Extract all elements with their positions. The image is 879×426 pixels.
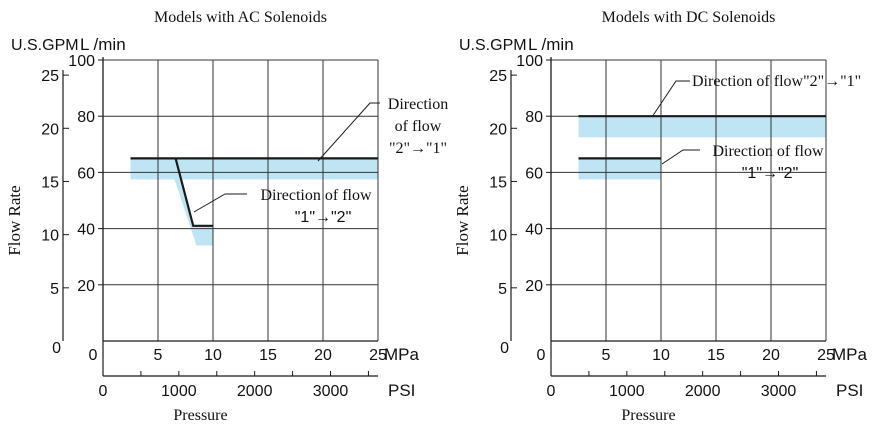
ac-mpa-tick-label: 0 bbox=[89, 347, 98, 364]
dc-psi-tick-label: 3000 bbox=[761, 383, 797, 400]
ac-unit-psi: PSI bbox=[388, 381, 415, 400]
ac-gpm-tick-label: 20 bbox=[41, 121, 59, 138]
ac-mpa-tick-label: 20 bbox=[314, 347, 332, 364]
dc-chart-title: Models with DC Solenoids bbox=[602, 9, 776, 26]
ac-unit-mpa: MPa bbox=[384, 345, 420, 364]
ac-gpm-tick-label: 15 bbox=[41, 174, 59, 191]
dc-gpm-tick-label: 0 bbox=[500, 340, 509, 357]
ac-lpm-tick-label: 80 bbox=[77, 109, 95, 126]
ac-mpa-tick-label: 25 bbox=[369, 347, 387, 364]
dc-unit-gpm: U.S.GPM bbox=[459, 37, 527, 54]
ac-series-1-leader bbox=[193, 193, 247, 213]
ac-series-0-label: Direction bbox=[388, 96, 448, 113]
dc-unit-lpm: L /min bbox=[528, 35, 574, 54]
dc-mpa-tick-label: 25 bbox=[817, 347, 835, 364]
dc-series-1-leader bbox=[661, 149, 700, 165]
dc-lpm-tick-label: 40 bbox=[525, 222, 543, 239]
dc-gpm-tick-label: 10 bbox=[489, 228, 507, 245]
dc-series-0-leader bbox=[651, 80, 690, 118]
dc-mpa-tick-label: 20 bbox=[762, 347, 780, 364]
dc-series-0-label: Direction of flow"2"→"1" bbox=[692, 73, 861, 90]
dc-psi-tick-label: 2000 bbox=[685, 383, 721, 400]
dc-mpa-tick-label: 5 bbox=[602, 347, 611, 364]
ac-series-0-band bbox=[130, 158, 378, 180]
ac-lpm-tick-label: 60 bbox=[77, 165, 95, 182]
ac-psi-tick-label: 1000 bbox=[161, 383, 197, 400]
ac-gpm-tick-label: 25 bbox=[41, 68, 59, 85]
ac-y-axis-title: Flow Rate bbox=[5, 185, 24, 255]
ac-series-0-label: "2"→"1" bbox=[389, 140, 447, 157]
dc-gpm-tick-label: 25 bbox=[489, 68, 507, 85]
dc-series-1-band bbox=[578, 158, 661, 180]
ac-lpm-tick-label: 100 bbox=[68, 53, 95, 70]
ac-series-1-band bbox=[130, 158, 213, 246]
ac-series-1-label: "1"→"2" bbox=[295, 209, 352, 226]
dc-gpm-tick-label: 5 bbox=[498, 281, 507, 298]
ac-psi-tick-label: 2000 bbox=[237, 383, 273, 400]
ac-lpm-tick-label: 20 bbox=[77, 278, 95, 295]
dc-gpm-tick-label: 20 bbox=[489, 121, 507, 138]
ac-series-0-leader bbox=[317, 102, 380, 162]
ac-chart-title: Models with AC Solenoids bbox=[154, 9, 327, 26]
ac-series-0-label: of flow bbox=[395, 118, 442, 135]
ac-unit-gpm: U.S.GPM bbox=[11, 37, 79, 54]
ac-series-1-label: Direction of flow bbox=[260, 187, 372, 204]
dc-mpa-tick-label: 0 bbox=[537, 347, 546, 364]
ac-series-1-line bbox=[174, 158, 213, 227]
ac-mpa-tick-label: 5 bbox=[154, 347, 163, 364]
dc-lpm-tick-label: 20 bbox=[525, 278, 543, 295]
ac-gpm-tick-label: 0 bbox=[52, 340, 61, 357]
ac-mpa-tick-label: 10 bbox=[204, 347, 222, 364]
dc-gpm-tick-label: 15 bbox=[489, 174, 507, 191]
dc-y-axis-title: Flow Rate bbox=[453, 185, 472, 255]
ac-lpm-tick-label: 40 bbox=[77, 222, 95, 239]
dc-unit-psi: PSI bbox=[836, 381, 863, 400]
dc-lpm-tick-label: 80 bbox=[525, 109, 543, 126]
dc-lpm-tick-label: 60 bbox=[525, 165, 543, 182]
ac-mpa-tick-label: 15 bbox=[259, 347, 277, 364]
dc-lpm-tick-label: 100 bbox=[516, 53, 543, 70]
dc-series-0-band bbox=[578, 116, 826, 138]
dc-unit-mpa: MPa bbox=[832, 345, 868, 364]
dc-psi-tick-label: 1000 bbox=[609, 383, 645, 400]
ac-psi-tick-label: 0 bbox=[99, 383, 108, 400]
ac-psi-tick-label: 3000 bbox=[313, 383, 349, 400]
dc-mpa-tick-label: 15 bbox=[707, 347, 725, 364]
ac-gpm-tick-label: 10 bbox=[41, 228, 59, 245]
dc-series-1-label: Direction of flow bbox=[712, 143, 824, 160]
ac-unit-lpm: L /min bbox=[80, 35, 126, 54]
dc-x-axis-title: Pressure bbox=[621, 407, 675, 424]
dc-psi-tick-label: 0 bbox=[547, 383, 556, 400]
ac-gpm-tick-label: 5 bbox=[50, 281, 59, 298]
dc-mpa-tick-label: 10 bbox=[652, 347, 670, 364]
dc-series-1-label: "1"→"2" bbox=[742, 165, 799, 182]
ac-x-axis-title: Pressure bbox=[173, 407, 227, 424]
